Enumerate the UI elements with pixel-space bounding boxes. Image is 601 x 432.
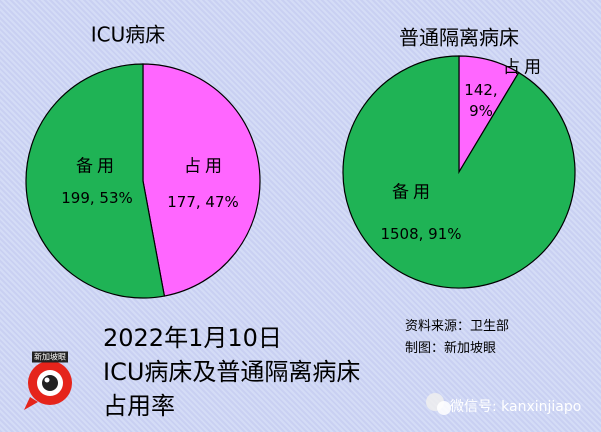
value-label: 177, 47% xyxy=(167,193,239,211)
pie-slice xyxy=(142,63,261,297)
pie-slice xyxy=(25,63,166,299)
logo-text: 新加坡眼 xyxy=(32,351,68,363)
value-label: 199, 53% xyxy=(61,189,133,207)
source-line: 制图：新加坡眼 xyxy=(405,341,497,356)
caption-line: 2022年1月10日 xyxy=(103,324,282,352)
logo-icon xyxy=(24,361,72,410)
pie-title: ICU病床 xyxy=(90,22,166,47)
source-line: 资料来源：卫生部 xyxy=(405,319,510,334)
value-label: 1508, 91% xyxy=(380,225,462,243)
pie-slice xyxy=(342,55,576,289)
value-label: 142, 9% xyxy=(464,81,498,120)
wechat-icon xyxy=(426,393,451,415)
slice-category: 备用 xyxy=(76,156,118,177)
slice-category: 占用 xyxy=(184,156,226,177)
caption-line: 占用率 xyxy=(103,392,175,420)
watermark: 微信号: kanxinjiapo xyxy=(450,399,582,415)
caption-line: ICU病床及普通隔离病床 xyxy=(103,358,361,386)
slice-category: 占用 xyxy=(503,57,545,78)
slice-category: 备用 xyxy=(392,182,434,203)
pie-title: 普通隔离病床 xyxy=(399,25,519,50)
